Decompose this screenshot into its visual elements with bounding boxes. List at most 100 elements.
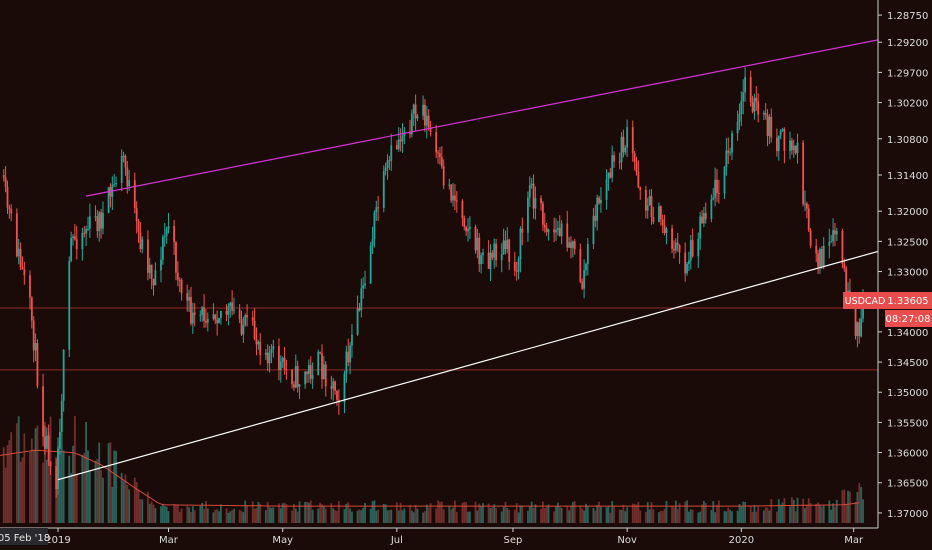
volume-bar (519, 505, 522, 523)
candle-body (21, 266, 24, 270)
candle-body (334, 381, 337, 391)
candle (319, 351, 322, 355)
volume-bar (779, 504, 782, 523)
candle-body (776, 137, 778, 151)
volume-bar (596, 505, 599, 523)
candle-body (468, 226, 471, 229)
candle-body (819, 249, 821, 267)
candle (783, 127, 786, 164)
candle (689, 234, 692, 270)
candle-body (216, 319, 219, 324)
volume-bar (579, 505, 582, 523)
time-tick-label: 2020 (729, 535, 754, 546)
time-axis[interactable] (0, 528, 932, 550)
candle-body (150, 264, 153, 279)
candle-body (540, 198, 542, 204)
candle-body (253, 320, 256, 339)
candle (530, 178, 533, 189)
candle (573, 238, 576, 255)
candle-body (4, 177, 7, 187)
volume-bar (356, 510, 359, 523)
candle (317, 349, 320, 376)
candle (556, 220, 559, 236)
candle-body (384, 167, 387, 171)
candle-body (689, 240, 692, 261)
volume-bar (452, 507, 454, 523)
candle (427, 109, 430, 131)
volume-bar (19, 461, 22, 523)
candle (306, 370, 308, 384)
volume-bar (257, 501, 260, 523)
candle-body (506, 239, 509, 250)
candle (193, 303, 196, 327)
volume-bar (843, 489, 846, 523)
candle-body (502, 240, 505, 255)
candle (586, 237, 589, 276)
volume-bar (165, 506, 168, 523)
volume-bar (369, 508, 372, 523)
candle-body (388, 160, 391, 162)
volume-bar (723, 511, 726, 523)
candle-body (790, 140, 793, 151)
candle-body (521, 228, 524, 233)
candle (815, 238, 818, 263)
candle (570, 236, 572, 259)
candle-body (382, 170, 385, 209)
volume-bar (600, 506, 602, 523)
candle (44, 425, 46, 455)
volume-bar (135, 481, 138, 523)
volume-bar (530, 501, 533, 523)
candle (753, 93, 756, 120)
candle-body (568, 242, 571, 248)
candle-body (270, 349, 273, 353)
volume-bar (186, 506, 189, 523)
volume-bar (94, 460, 97, 523)
volume-bar (856, 492, 859, 523)
volume-bar (502, 507, 505, 523)
volume-bar (676, 508, 679, 523)
candle-body (673, 248, 675, 251)
price-tick-label: 1.36500 (887, 479, 928, 490)
candle-body (304, 371, 307, 385)
volume-bar (332, 508, 335, 523)
volume-bar (70, 473, 73, 523)
volume-bar (658, 512, 660, 523)
volume-bar (351, 511, 353, 523)
candle (205, 309, 207, 328)
candle (203, 294, 205, 328)
volume-bar (644, 511, 647, 523)
candle-body (124, 155, 127, 168)
volume-bar (111, 486, 114, 523)
candle (461, 199, 464, 227)
candle-body (240, 319, 243, 335)
volume-bar (139, 499, 142, 523)
price-tick-label: 1.31400 (887, 171, 928, 182)
candle (55, 458, 58, 498)
candle (322, 355, 325, 380)
candle-body (296, 365, 299, 387)
candle-body (545, 227, 548, 233)
candle (834, 222, 836, 247)
volume-bar (410, 510, 413, 523)
candle (465, 225, 468, 236)
volume-bar (146, 491, 149, 523)
volume-bar (281, 503, 284, 523)
candle-body (163, 236, 166, 238)
volume-bar (375, 510, 378, 523)
candle-body (180, 279, 183, 294)
volume-bar (358, 509, 361, 523)
volume-bar (665, 501, 668, 523)
candle-body (702, 212, 705, 224)
candle (545, 223, 548, 236)
candle (725, 138, 728, 176)
candle (375, 200, 378, 221)
volume-bar (176, 504, 179, 523)
candle-body (541, 203, 544, 225)
candle (547, 228, 550, 241)
candle-body (148, 264, 151, 273)
trend-lines[interactable] (57, 35, 897, 481)
price-axis[interactable] (878, 0, 932, 550)
volume-bar (513, 509, 516, 523)
candle-body (781, 129, 784, 131)
